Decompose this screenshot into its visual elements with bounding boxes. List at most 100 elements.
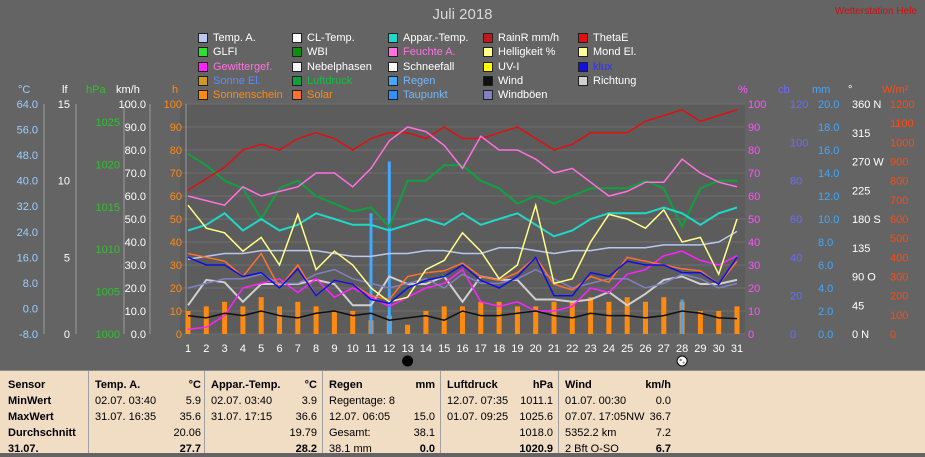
legend-item: Sonne El. [198,74,261,88]
bar-sonnenschein [222,301,228,334]
legend-swatch [578,75,588,86]
legend-swatch [483,47,493,58]
bar-sonnenschein [405,324,411,334]
legend-item: Gewittergef. [198,60,272,74]
legend-swatch [388,33,398,43]
bar-sonnenschein [240,306,246,334]
summary-row-label: Durchschnitt [8,427,76,439]
axis-unit-label: % [738,84,748,96]
series-line-gewittergef- [187,250,738,331]
bar-sonnenschein [734,306,740,334]
legend-item: Feuchte A. [388,45,456,59]
legend-swatch [483,90,493,101]
legend-label: Solar [307,89,333,102]
right-axis-tick-label: 10.0 [818,214,839,226]
summary-row-label: MinWert [8,395,52,407]
right-axis-tick-label: 10 [748,306,760,318]
left-axis-tick-label: 100.0 [118,99,146,111]
right-axis-tick-label: 90 [748,122,760,134]
bar-sonnenschein [331,311,337,334]
bar-sonnenschein [478,301,484,334]
right-axis-tick-label: 16.0 [818,145,839,157]
summary-cell-value: 0.0 [419,443,435,455]
left-axis-tick-label: 0 [64,329,70,341]
bar-regen [369,213,373,334]
summary-block-unit: °C [304,379,317,391]
bar-sonnenschein [551,301,557,334]
legend-item: Luftdruck [292,74,352,88]
summary-block: Appar.-Temp. °C 02.07. 03:40 3.9 31.07. 17:1… [204,371,323,455]
legend-swatch [483,75,493,86]
summary-cell-value: 15.0 [413,411,435,423]
right-axis-tick-label: 700 [890,195,908,207]
summary-cell-value: 5.9 [185,395,201,407]
axis-unit-label: km/h [116,84,140,96]
legend-item: Solar [292,88,333,102]
summary-block: Wind km/h 01.07. 00:30 0.0 07.07. 17:05NW 36.… [558,371,677,455]
legend-label: Sonnenschein [213,89,283,102]
summary-cell-value: 0.0 [655,395,671,407]
right-axis-tick-label: 6.0 [818,260,833,272]
summary-cell-value: 3.9 [301,395,317,407]
summary-cell-value: 1018.0 [519,427,553,439]
summary-row-label: 31.07. [8,443,39,455]
summary-cell-time: 12.07. 07:35 [447,395,509,407]
legend-item: CL-Temp. [292,31,355,45]
right-axis-tick-label: 0 [890,329,896,341]
right-axis-tick-label: 135 [852,243,870,255]
left-axis-tick-label: 15 [58,99,70,111]
right-axis-tick-label: 0 N [852,329,869,341]
left-axis-tick-label: 0.0 [131,329,146,341]
legend-label: WBI [307,46,328,59]
summary-cell-value: 36.6 [295,411,317,423]
legend-swatch [198,90,208,101]
bar-sonnenschein [716,311,722,334]
left-axis-tick-label: 24.0 [17,227,38,239]
summary-cell-time: 38.1 mm [329,443,372,455]
right-axis-tick-label: 80 [790,176,802,188]
x-tick-label: 14 [420,343,432,355]
summary-cell-time: 01.07. 09:25 [447,411,509,423]
right-axis-tick-label: 500 [890,233,908,245]
moon-phase-icon [402,355,414,367]
legend-item: Helligkeit % [483,45,555,59]
left-axis-tick-label: 1005 [96,287,120,299]
left-axis-tick-label: 20 [170,283,182,295]
right-axis-tick-label: 70 [748,168,760,180]
series-line-feuchte-a- [187,126,738,207]
legend-label: klux [593,60,613,73]
right-axis-tick-label: 200 [890,291,908,303]
left-axis-tick-label: 8.0 [23,278,38,290]
legend-swatch [388,61,398,72]
legend-swatch [198,61,208,72]
right-axis-tick-label: 270 W [852,157,884,169]
right-axis-tick-label: 360 N [852,99,881,111]
legend-item: Regen [388,74,435,88]
summary-cell-time: Gesamt: [329,427,371,439]
summary-cell-time: 01.07. 00:30 [565,395,627,407]
summary-block-head: Luftdruck [447,379,498,391]
axis-unit-label: lf [62,84,68,96]
summary-cell-value: 38.1 [413,427,435,439]
axis-unit-label: h [172,84,179,96]
station-label: Wetterstation Hele [834,6,917,17]
legend-label: Appar.-Temp. [403,32,469,44]
bar-sonnenschein [313,306,319,334]
left-axis-tick-label: 16.0 [17,252,38,264]
right-axis-tick-label: 18.0 [818,122,839,134]
left-axis-tick-label: -8.0 [19,329,38,341]
series-line-helligkeit- [187,202,738,303]
series-line-klux [187,255,738,305]
left-axis-tick-label: 50.0 [125,214,146,226]
summary-block-unit: hPa [532,379,553,391]
x-tick-label: 4 [240,343,246,355]
x-tick-label: 21 [548,343,560,355]
legend-label: Sonne El. [213,74,261,87]
left-axis-tick-label: 70 [170,168,182,180]
x-tick-label: 8 [313,343,319,355]
right-axis-tick-label: 600 [890,214,908,226]
bar-regen [387,161,391,334]
summary-cell-time: 12.07. 06:05 [329,411,391,423]
x-tick-label: 11 [365,343,376,355]
right-axis-tick-label: 20.0 [818,99,839,111]
